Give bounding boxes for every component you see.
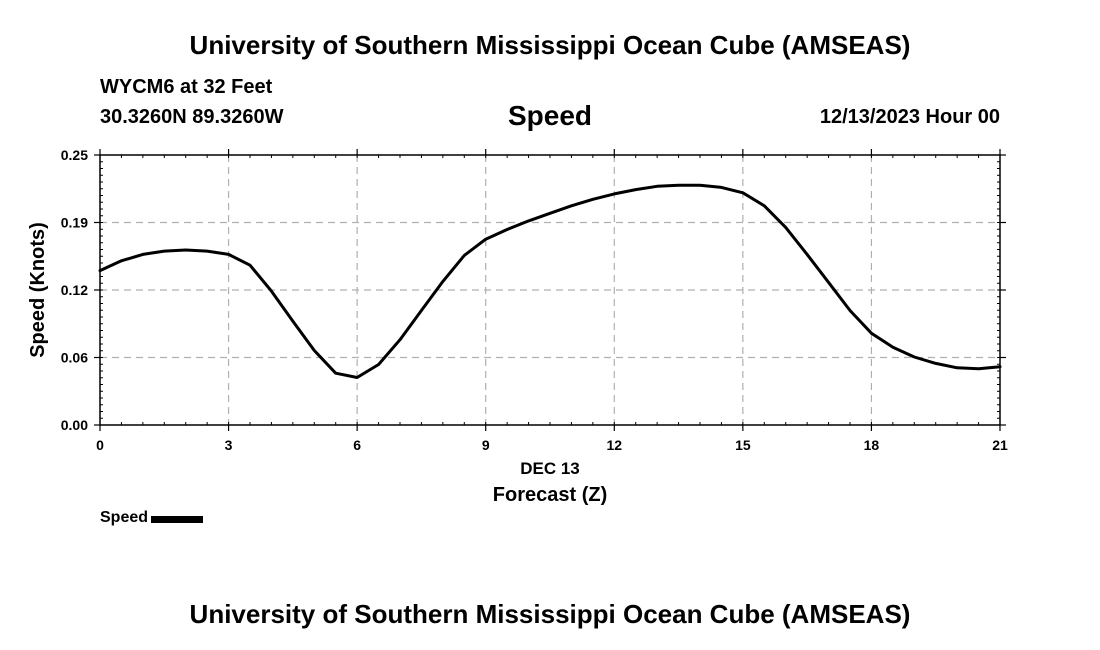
x-tick-label: 21: [992, 437, 1008, 453]
x-tick-label: 12: [606, 437, 622, 453]
x-tick-label: 0: [96, 437, 104, 453]
x-axis-label: Forecast (Z): [493, 484, 607, 506]
x-tick-label: 15: [735, 437, 751, 453]
y-tick-label: 0.19: [61, 215, 88, 231]
x-tick-label: 9: [482, 437, 490, 453]
y-tick-label: 0.00: [61, 417, 88, 433]
legend-swatch: [151, 515, 204, 523]
chart-title: Speed: [507, 100, 593, 131]
grid-lines: [100, 155, 1000, 425]
bottom-title: University of Southern Mississippi Ocean…: [189, 599, 911, 629]
legend-label: Speed: [100, 509, 149, 526]
axis-ticks: [94, 149, 1006, 431]
y-axis-label: Speed (Knots): [27, 222, 49, 358]
top-title: University of Southern Mississippi Ocean…: [189, 30, 911, 60]
y-tick-label: 0.25: [61, 147, 88, 163]
y-tick-label: 0.12: [61, 282, 88, 298]
run-time: 12/13/2023 Hour 00: [819, 106, 1000, 128]
y-tick-label: 0.06: [61, 350, 88, 366]
station-label: WYCM6 at 32 Feet: [100, 76, 273, 98]
x-axis-date-label: DEC 13: [520, 459, 580, 478]
x-tick-label: 3: [225, 437, 233, 453]
tick-labels: 0 3 6 9 12 15 18 21 0.00 0.06 0.12 0.19 0.25: [61, 147, 1008, 453]
x-tick-label: 18: [864, 437, 880, 453]
station-coordinates: 30.3260N 89.3260W: [100, 106, 284, 128]
legend: Speed: [100, 509, 204, 527]
x-tick-label: 6: [353, 437, 361, 453]
speed-series-line: [98, 183, 1002, 379]
